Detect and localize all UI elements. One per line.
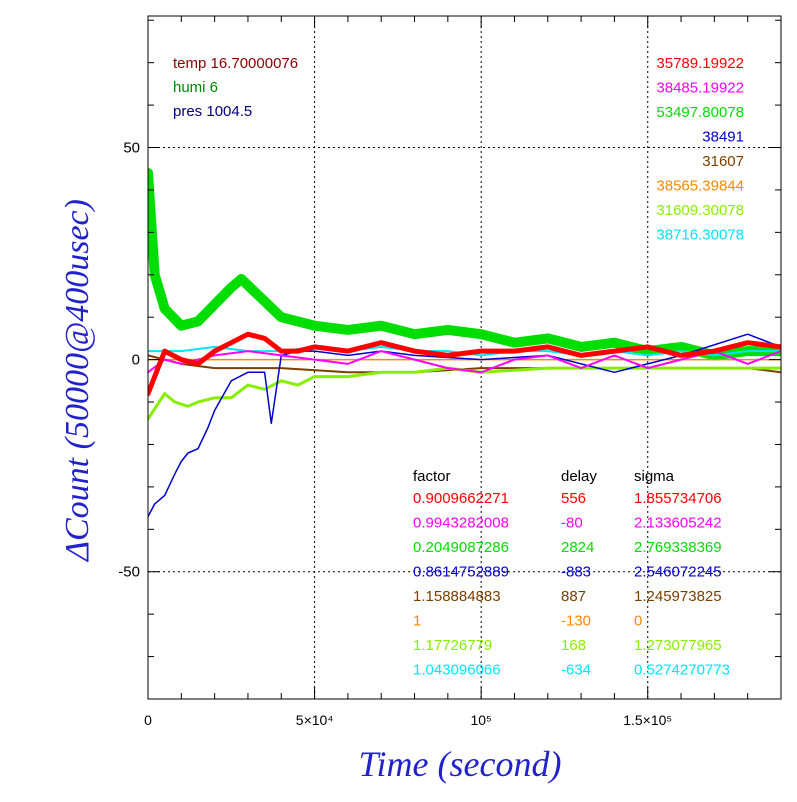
y-tick-label: 50 bbox=[123, 140, 140, 157]
y-axis-label: ΔCount (50000@400usec) bbox=[59, 199, 96, 563]
baseline-value: 53497.80078 bbox=[656, 104, 744, 121]
table-cell: 0.9943282008 bbox=[413, 515, 509, 532]
baseline-value: 38565.39844 bbox=[656, 178, 744, 195]
x-tick-label: 10⁵ bbox=[470, 712, 491, 728]
table-header: sigma bbox=[634, 468, 675, 485]
table-cell: 1.855734706 bbox=[634, 490, 722, 507]
y-tick-label: 0 bbox=[132, 352, 140, 369]
series-line bbox=[148, 168, 781, 361]
table-cell: 2.133605242 bbox=[634, 515, 722, 532]
data-series bbox=[148, 168, 781, 518]
plot-frame bbox=[147, 15, 782, 700]
table-cell: 0.2049087286 bbox=[413, 539, 509, 556]
env-legend: temp 16.70000076 humi 6 pres 1004.5 bbox=[173, 55, 298, 120]
table-cell: 168 bbox=[561, 637, 586, 654]
table-cell: -883 bbox=[561, 564, 591, 581]
table-cell: 1.17726779 bbox=[413, 637, 492, 654]
parameter-table: factor delay sigma 0.9009662271 556 1.8557347… bbox=[413, 468, 730, 679]
table-cell: 2.769338369 bbox=[634, 539, 722, 556]
series-line bbox=[148, 366, 781, 421]
baseline-value: 38491 bbox=[702, 129, 744, 146]
table-cell: 1.158884883 bbox=[413, 588, 501, 605]
x-tick-label: 1.5×10⁵ bbox=[623, 712, 672, 728]
baseline-legend: 35789.19922 38485.19922 53497.80078 38491 31… bbox=[656, 55, 744, 244]
table-cell: 1.245973825 bbox=[634, 588, 722, 605]
x-tick-label: 0 bbox=[144, 712, 152, 728]
y-tick-label: -50 bbox=[118, 564, 140, 581]
baseline-value: 38716.30078 bbox=[656, 227, 744, 244]
table-cell: 1.273077965 bbox=[634, 637, 722, 654]
table-cell: 0 bbox=[634, 613, 642, 630]
table-cell: 1 bbox=[413, 613, 421, 630]
series-line bbox=[148, 331, 781, 397]
table-cell: 887 bbox=[561, 588, 586, 605]
axis-ticks bbox=[148, 16, 781, 699]
baseline-value: 38485.19922 bbox=[656, 80, 744, 97]
table-header: delay bbox=[561, 468, 597, 485]
env-label: pres 1004.5 bbox=[173, 103, 252, 120]
table-cell: 2.546072245 bbox=[634, 564, 722, 581]
x-axis-label: Time (second) bbox=[359, 744, 562, 784]
table-cell: -80 bbox=[561, 515, 583, 532]
env-label: humi 6 bbox=[173, 79, 218, 96]
table-header: factor bbox=[413, 468, 451, 485]
env-label: temp 16.70000076 bbox=[173, 55, 298, 72]
baseline-value: 31609.30078 bbox=[656, 202, 744, 219]
table-cell: 1.043096066 bbox=[413, 662, 501, 679]
tick-labels: 0 5×10⁴ 10⁵ 1.5×10⁵ 50 0 -50 bbox=[118, 140, 672, 728]
table-cell: -130 bbox=[561, 613, 591, 630]
series-line bbox=[148, 350, 781, 374]
table-cell: 556 bbox=[561, 490, 586, 507]
table-cell: -634 bbox=[561, 662, 591, 679]
baseline-value: 31607 bbox=[702, 153, 744, 170]
baseline-value: 35789.19922 bbox=[656, 55, 744, 72]
table-cell: 2824 bbox=[561, 539, 594, 556]
table-cell: 0.8614752889 bbox=[413, 564, 509, 581]
table-cell: 0.9009662271 bbox=[413, 490, 509, 507]
table-cell: 0.5274270773 bbox=[634, 662, 730, 679]
x-tick-label: 5×10⁴ bbox=[296, 712, 334, 728]
